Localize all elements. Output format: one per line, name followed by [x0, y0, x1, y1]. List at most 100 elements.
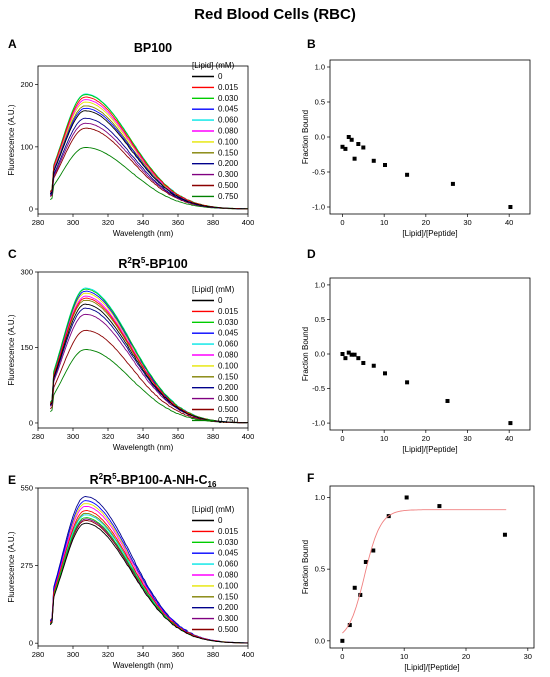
y-tick-label: 0.0 — [315, 636, 325, 645]
y-tick-label: 0.0 — [315, 133, 325, 142]
x-tick-label: 300 — [67, 432, 80, 441]
series-line-0_015 — [49, 510, 248, 644]
x-tick-label: 30 — [524, 652, 532, 661]
legend-label: 0.080 — [218, 351, 239, 360]
chart-panel-f: F 0 10 20 30 0.0 0.5 1.0 [Lipid]/[Peptide] Fracti… — [301, 471, 535, 672]
data-point — [437, 504, 442, 509]
legend-label: 0.015 — [218, 83, 239, 92]
y-tick-label: 0.5 — [315, 565, 325, 574]
x-axis-label: Wavelength (nm) — [113, 661, 174, 670]
chart-panel-a: A 280 300 320 340 360 380 400 0 100 200 Wavelength … — [7, 37, 254, 238]
x-tick-label: 280 — [32, 218, 45, 227]
plot-frame — [329, 59, 531, 215]
panel-letter: F — [307, 471, 314, 485]
legend-label: 0.300 — [218, 614, 239, 623]
x-axis-label: [Lipid]/[Peptide] — [404, 663, 459, 672]
x-tick-label: 340 — [137, 432, 150, 441]
series-line-0 — [49, 303, 248, 424]
data-point — [347, 623, 352, 628]
x-tick-label: 40 — [505, 434, 513, 443]
legend-label: 0.030 — [218, 538, 239, 547]
legend-label: 0.015 — [218, 527, 239, 536]
y-axis-label: Fluorescence (A.U.) — [7, 531, 16, 602]
series-group — [49, 496, 248, 644]
x-tick-label: 380 — [207, 218, 220, 227]
chart-panel-b: B 0 10 20 30 40 -1.0 -0.5 0.0 0.5 1.0 [Lipid]/[Pept… — [301, 37, 531, 238]
x-tick-label: 10 — [380, 218, 388, 227]
x-tick-label: 400 — [242, 218, 255, 227]
data-point — [352, 352, 357, 357]
legend-label: 0 — [218, 296, 223, 305]
panel-title-part: -BP100 — [145, 257, 187, 271]
x-tick-label: 320 — [102, 218, 115, 227]
y-tick-label: 1.0 — [315, 493, 325, 502]
data-point — [356, 142, 361, 146]
y-tick-label: 150 — [20, 343, 33, 352]
y-axis-label: Fluorescence (A.U.) — [7, 314, 16, 385]
plot-frame — [329, 277, 531, 431]
legend-label: 0.150 — [218, 372, 239, 381]
fit-curve — [342, 509, 507, 634]
data-point — [445, 398, 450, 403]
legend: [Lipid] (mM)00.0150.0300.0450.0600.0800.… — [192, 505, 239, 634]
legend-label: 0.080 — [218, 571, 239, 580]
legend-label: 0.200 — [218, 159, 239, 168]
y-tick-label: 200 — [20, 80, 33, 89]
series-group — [49, 93, 248, 210]
data-point — [340, 638, 345, 643]
x-axis-label: Wavelength (nm) — [113, 229, 174, 238]
data-point — [450, 181, 455, 186]
y-tick-label: -0.5 — [312, 384, 325, 393]
y-axis-label: Fraction Bound — [301, 327, 310, 381]
data-point — [383, 371, 387, 376]
series-group — [49, 287, 248, 424]
y-tick-label: 550 — [20, 484, 33, 493]
legend: [Lipid] (mM)00.0150.0300.0450.0600.0800.… — [192, 285, 239, 425]
y-tick-label: -1.0 — [312, 419, 325, 428]
panel-title: BP100 — [134, 41, 172, 55]
data-point — [343, 356, 348, 361]
x-tick-label: 360 — [172, 218, 185, 227]
x-tick-label: 320 — [102, 432, 115, 441]
legend-title: [Lipid] (mM) — [192, 505, 235, 514]
x-tick-label: 400 — [242, 432, 255, 441]
panel-title: R2R5-BP100 — [118, 256, 187, 271]
legend-label: 0.200 — [218, 383, 239, 392]
y-tick-label: 1.0 — [315, 280, 325, 289]
x-tick-label: 380 — [207, 650, 220, 659]
legend-label: 0.300 — [218, 170, 239, 179]
x-tick-label: 300 — [67, 218, 80, 227]
chart-panel-c: C 280 300 320 340 360 380 400 0 150 300 Wavelength … — [7, 247, 254, 452]
y-tick-label: 300 — [20, 268, 33, 277]
chart-panel-e: E 280 300 320 340 360 380 400 0 275 550 Wavelength … — [7, 472, 254, 670]
x-tick-label: 340 — [137, 218, 150, 227]
legend-title: [Lipid] (mM) — [192, 285, 235, 294]
legend-label: 0.060 — [218, 116, 239, 125]
x-axis-label: Wavelength (nm) — [113, 443, 174, 452]
data-point — [508, 421, 513, 426]
y-tick-label: 100 — [20, 142, 33, 151]
legend-label: 0.100 — [218, 581, 239, 590]
data-point — [346, 350, 351, 355]
series-line-0 — [49, 110, 248, 210]
y-axis-label: Fraction Bound — [301, 540, 310, 594]
data-point — [502, 532, 507, 537]
legend-label: 0.150 — [218, 148, 239, 157]
data-point — [371, 363, 376, 368]
x-tick-label: 320 — [102, 650, 115, 659]
x-axis-label: [Lipid]/[Peptide] — [402, 445, 457, 454]
data-point — [340, 144, 345, 149]
data-point — [371, 158, 376, 163]
x-tick-label: 300 — [67, 650, 80, 659]
legend-label: 0.015 — [218, 307, 239, 316]
panel-letter: D — [307, 247, 316, 261]
panel-title-part: R — [118, 257, 127, 271]
legend-label: 0.500 — [218, 625, 239, 634]
data-point — [405, 172, 410, 177]
legend-label: 0.045 — [218, 329, 239, 338]
y-tick-label: -0.5 — [312, 168, 325, 177]
data-point — [404, 495, 409, 500]
x-tick-label: 340 — [137, 650, 150, 659]
x-tick-label: 20 — [422, 218, 430, 227]
